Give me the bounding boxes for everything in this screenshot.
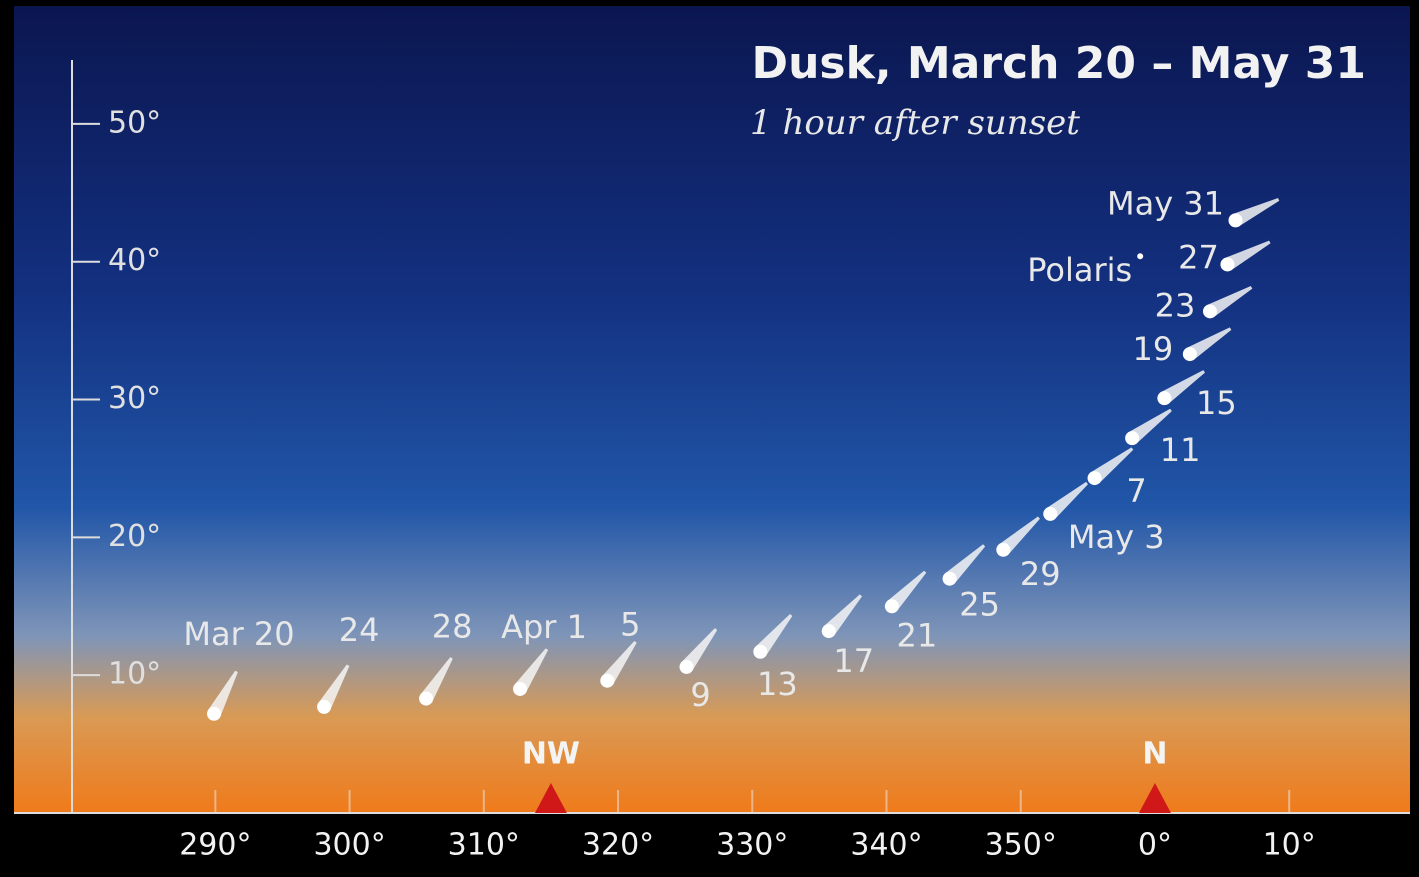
point-label: May 3 — [1068, 518, 1165, 556]
x-tick-label: 320° — [582, 828, 654, 863]
x-tick-label: 0° — [1138, 828, 1172, 863]
point-label: May 31 — [1107, 184, 1224, 222]
point-label: 19 — [1133, 330, 1174, 368]
comet-head — [419, 692, 433, 706]
chart-title: Dusk, March 20 – May 31 — [752, 38, 1366, 89]
direction-label: N — [1142, 737, 1167, 772]
point-label: 23 — [1155, 286, 1196, 324]
comet-head — [1183, 347, 1197, 361]
point-label: 11 — [1160, 431, 1201, 469]
x-tick-label: 310° — [448, 828, 520, 863]
comet-head — [943, 572, 957, 586]
comet-head — [1220, 257, 1234, 271]
comet-head — [996, 543, 1010, 557]
comet-head — [1203, 304, 1217, 318]
point-label: 21 — [897, 616, 938, 654]
point-label: 17 — [833, 642, 874, 680]
x-tick-label: 340° — [850, 828, 922, 863]
y-tick-label: 30° — [108, 381, 161, 416]
point-label: 24 — [339, 611, 380, 649]
point-label: Mar 20 — [183, 615, 294, 653]
comet-head — [885, 599, 899, 613]
y-tick-label: 40° — [108, 243, 161, 278]
comet-head — [1157, 391, 1171, 405]
annotation: Polaris — [1027, 251, 1132, 289]
x-tick-label: 10° — [1263, 828, 1316, 863]
point-label: 13 — [757, 665, 798, 703]
point-label: 7 — [1126, 472, 1146, 510]
point-label: Apr 1 — [501, 608, 587, 646]
point-label: 25 — [959, 586, 1000, 624]
y-tick-label: 10° — [108, 657, 161, 692]
comet-head — [600, 674, 614, 688]
x-tick-label: 330° — [716, 828, 788, 863]
comet-head — [1125, 431, 1139, 445]
y-tick-label: 20° — [108, 519, 161, 554]
point-label: 9 — [690, 676, 710, 714]
direction-label: NW — [522, 737, 580, 772]
x-tick-label: 290° — [179, 828, 251, 863]
point-label: 5 — [620, 606, 640, 644]
point-label: 29 — [1020, 555, 1061, 593]
y-tick-label: 50° — [108, 105, 161, 140]
comet-head — [1088, 471, 1102, 485]
comet-head — [753, 645, 767, 659]
star — [1137, 253, 1143, 259]
comet-head — [317, 700, 331, 714]
comet-head — [679, 660, 693, 674]
point-label: 15 — [1196, 384, 1237, 422]
chart: Dusk, March 20 – May 31 1 hour after sun… — [0, 0, 1419, 877]
x-tick-label: 350° — [985, 828, 1057, 863]
x-tick-label: 300° — [313, 828, 385, 863]
point-label: 28 — [432, 608, 473, 646]
comet-head — [1229, 213, 1243, 227]
comet-head — [822, 624, 836, 638]
chart-subtitle: 1 hour after sunset — [750, 103, 1080, 143]
point-label: 27 — [1178, 238, 1219, 276]
comet-head — [1043, 507, 1057, 521]
comet-head — [513, 682, 527, 696]
comet-head — [207, 707, 221, 721]
